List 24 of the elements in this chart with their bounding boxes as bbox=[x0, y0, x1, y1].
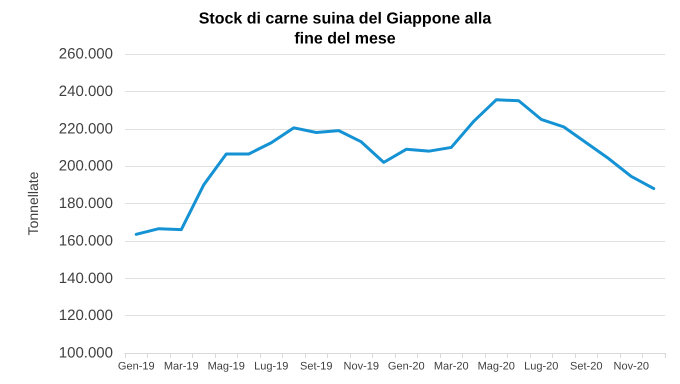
x-tick-label: Lug-20 bbox=[524, 360, 558, 372]
y-axis-title: Tonnellate bbox=[25, 171, 41, 236]
x-tick-label: Lug-19 bbox=[254, 360, 288, 372]
y-tick-label: 120.000 bbox=[58, 307, 113, 324]
x-tick-label: Gen-19 bbox=[118, 360, 155, 372]
x-tick-label: Mag-19 bbox=[208, 360, 245, 372]
x-tick-label: Set-20 bbox=[570, 360, 602, 372]
y-tick-label: 100.000 bbox=[58, 344, 113, 362]
y-tick-label: 140.000 bbox=[58, 270, 113, 287]
line-series bbox=[134, 98, 656, 236]
x-tick-label: Nov-19 bbox=[344, 360, 379, 372]
y-tick-label: 240.000 bbox=[58, 82, 113, 100]
y-tick-label: 220.000 bbox=[58, 120, 113, 138]
chart-title: Stock di carne suina del Giappone alla fine del mese bbox=[198, 10, 492, 48]
y-tick-label: 200.000 bbox=[58, 158, 113, 175]
x-tick-label: Set-19 bbox=[300, 360, 332, 372]
x-tick-label: Mag-20 bbox=[478, 360, 515, 372]
x-tick-label: Gen-20 bbox=[388, 360, 425, 372]
x-tick-label: Mar-19 bbox=[164, 360, 199, 372]
y-tick-label: 180.000 bbox=[58, 195, 113, 212]
x-tick-label: Nov-20 bbox=[614, 360, 649, 372]
x-tick-label: Mar-20 bbox=[434, 360, 469, 372]
y-tick-label: 160.000 bbox=[58, 232, 113, 250]
y-tick-label: 260.000 bbox=[58, 46, 113, 62]
